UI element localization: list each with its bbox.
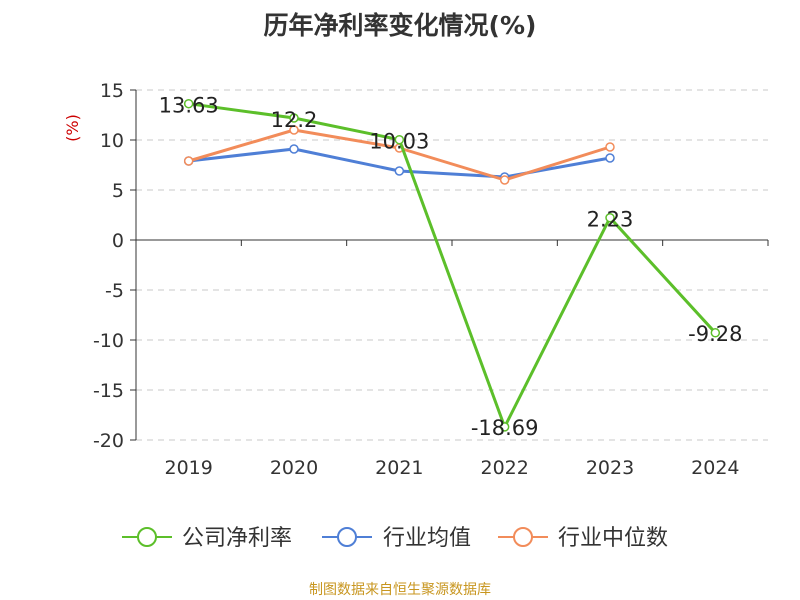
x-tick-label: 2021 [375,457,423,479]
legend-marker [337,527,357,547]
data-point [710,328,721,338]
x-tick-label: 2024 [691,457,739,479]
data-point [183,98,194,109]
legend-label: 行业中位数 [558,526,668,551]
data-point [394,166,405,176]
source-note: 制图数据来自恒生聚源数据库 [309,582,491,598]
data-label: 13.63 [159,94,219,118]
y-tick-label: 0 [112,230,124,252]
data-point [183,156,194,166]
data-point [605,142,615,152]
data-point [499,422,510,432]
y-axis-label: (%) [63,114,82,142]
data-point [499,175,510,185]
x-tick-label: 2022 [480,457,528,479]
data-label: -18.69 [471,416,539,440]
data-label: 10.03 [369,130,429,154]
data-label: 2.23 [587,208,634,232]
y-tick-label: 5 [112,180,124,202]
data-label: -9.28 [688,322,742,346]
legend-label: 公司净利率 [182,526,292,551]
legend-label: 行业均值 [383,526,471,551]
chart-title: 历年净利率变化情况(%) [263,11,537,40]
data-point [289,144,299,154]
data-point [605,153,615,163]
y-tick-label: -10 [93,330,124,352]
legend-marker [137,527,157,547]
legend-item: 行业中位数 [498,526,668,551]
x-tick-label: 2019 [164,457,212,479]
data-label: 12.2 [271,108,318,132]
data-point [289,113,299,123]
y-tick-label: 15 [100,80,124,102]
series-line-0 [188,102,717,429]
x-tick-label: 2023 [586,457,634,479]
data-point [289,125,299,135]
x-tick-label: 2020 [270,457,318,479]
y-tick-label: 10 [100,130,124,152]
legend-item: 行业均值 [322,526,471,551]
legend-item: 公司净利率 [122,526,292,551]
data-point [605,212,615,223]
y-tick-label: -20 [93,430,124,452]
data-point [394,134,405,145]
y-tick-label: -15 [93,380,124,402]
y-tick-label: -5 [105,280,124,302]
legend-marker [513,527,533,547]
